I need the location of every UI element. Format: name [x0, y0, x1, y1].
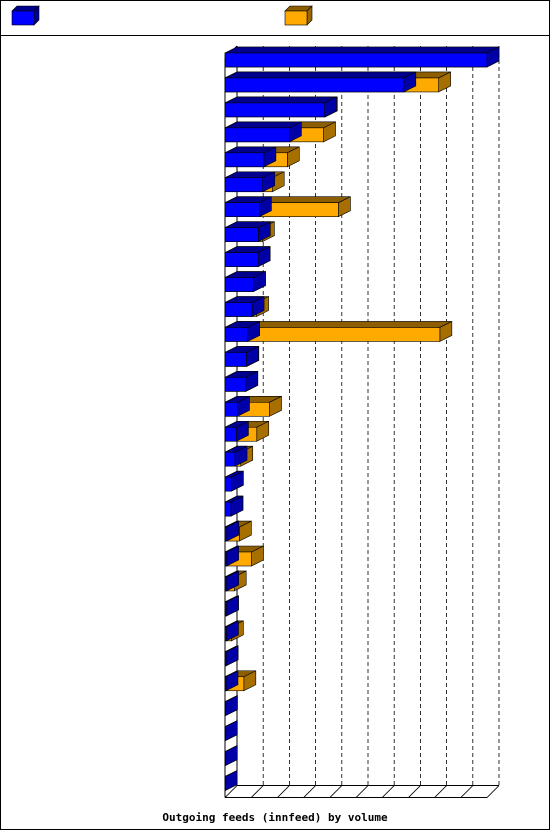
- grid-floor-line: [434, 785, 447, 798]
- grid-floor-line: [303, 785, 316, 798]
- bar-accepted: [224, 645, 239, 667]
- bar-accepted: [224, 520, 240, 542]
- bar-accepted: [224, 620, 239, 642]
- bar-accepted-front: [224, 701, 226, 717]
- bar-accepted-front: [224, 626, 227, 642]
- bar-accepted: [224, 221, 271, 243]
- grid-floor-line: [381, 785, 395, 798]
- bar-accepted-top: [224, 71, 416, 79]
- bar-accepted-front: [224, 277, 254, 292]
- bar-accepted-front: [224, 177, 263, 193]
- bar-accepted: [224, 445, 248, 467]
- bars: [224, 46, 500, 792]
- bar-accepted-front: [224, 651, 227, 667]
- bar-accepted: [224, 545, 239, 567]
- bar-accepted-front: [224, 676, 227, 692]
- bar-accepted-top: [224, 96, 337, 104]
- grid-floor-line: [355, 785, 369, 798]
- bar-accepted: [224, 670, 239, 692]
- bar-accepted: [224, 470, 244, 492]
- bar-accepted-front: [224, 426, 237, 442]
- bar-accepted-front: [224, 451, 236, 467]
- bar-accepted-front: [224, 776, 226, 791]
- bar-accepted: [224, 720, 238, 742]
- legend-swatch: [284, 10, 308, 26]
- bar-accepted: [224, 96, 337, 118]
- bar-accepted: [224, 770, 238, 792]
- grid-floor-line: [486, 785, 500, 798]
- bar-accepted: [224, 196, 272, 218]
- bar-accepted: [224, 320, 261, 342]
- bar-rejected: [224, 320, 453, 342]
- bar-accepted-front: [224, 327, 249, 342]
- grid-floor-line: [224, 785, 238, 798]
- grid-floor-line: [329, 785, 343, 798]
- bar-accepted-front: [224, 576, 227, 592]
- bar-accepted: [224, 345, 259, 367]
- bar-accepted: [224, 695, 238, 717]
- bar-accepted: [224, 71, 417, 93]
- bar-accepted: [224, 370, 259, 392]
- bar-accepted: [224, 246, 271, 268]
- legend: [11, 5, 313, 26]
- bar-accepted: [224, 745, 238, 767]
- bar-accepted-front: [224, 751, 226, 766]
- grid-floor-line: [250, 785, 264, 798]
- bar-accepted-top: [224, 46, 500, 54]
- bar-accepted-front: [224, 476, 232, 492]
- bar-accepted: [224, 146, 277, 168]
- bar-accepted-front: [224, 551, 227, 567]
- chart-title: Outgoing feeds (innfeed) by volume: [162, 811, 388, 824]
- bar-accepted-front: [224, 401, 238, 417]
- bar-accepted: [224, 570, 239, 592]
- bar-accepted-front: [224, 601, 227, 617]
- bar-accepted-front: [224, 501, 232, 517]
- bar-accepted: [224, 495, 244, 517]
- grid-floor-line: [277, 785, 290, 798]
- bar-accepted-front: [224, 526, 228, 542]
- bar-accepted-front: [224, 52, 488, 68]
- bar-accepted-front: [224, 352, 247, 367]
- bar-accepted: [224, 595, 239, 617]
- bar-accepted-front: [224, 302, 253, 317]
- bar-accepted-front: [224, 252, 259, 267]
- bar-accepted: [224, 271, 266, 293]
- bar-accepted-front: [224, 377, 247, 392]
- bar-accepted-top: [224, 121, 302, 129]
- bar-accepted: [224, 46, 500, 68]
- bar-accepted-front: [224, 227, 259, 242]
- grid-floor-line: [408, 785, 421, 798]
- bar-accepted: [224, 171, 275, 193]
- bar-accepted-front: [224, 152, 265, 168]
- bar-accepted: [224, 420, 249, 442]
- bar-accepted: [224, 395, 250, 417]
- legend-swatch: [11, 10, 35, 26]
- bar-accepted: [224, 121, 302, 143]
- bar-accepted: [224, 296, 265, 317]
- bar-accepted-front: [224, 77, 405, 93]
- grid-floor-line: [460, 785, 474, 798]
- bar-accepted-front: [224, 202, 260, 217]
- bar-accepted-front: [224, 102, 325, 118]
- bar-accepted-front: [224, 127, 290, 143]
- bar-accepted-front: [224, 726, 226, 741]
